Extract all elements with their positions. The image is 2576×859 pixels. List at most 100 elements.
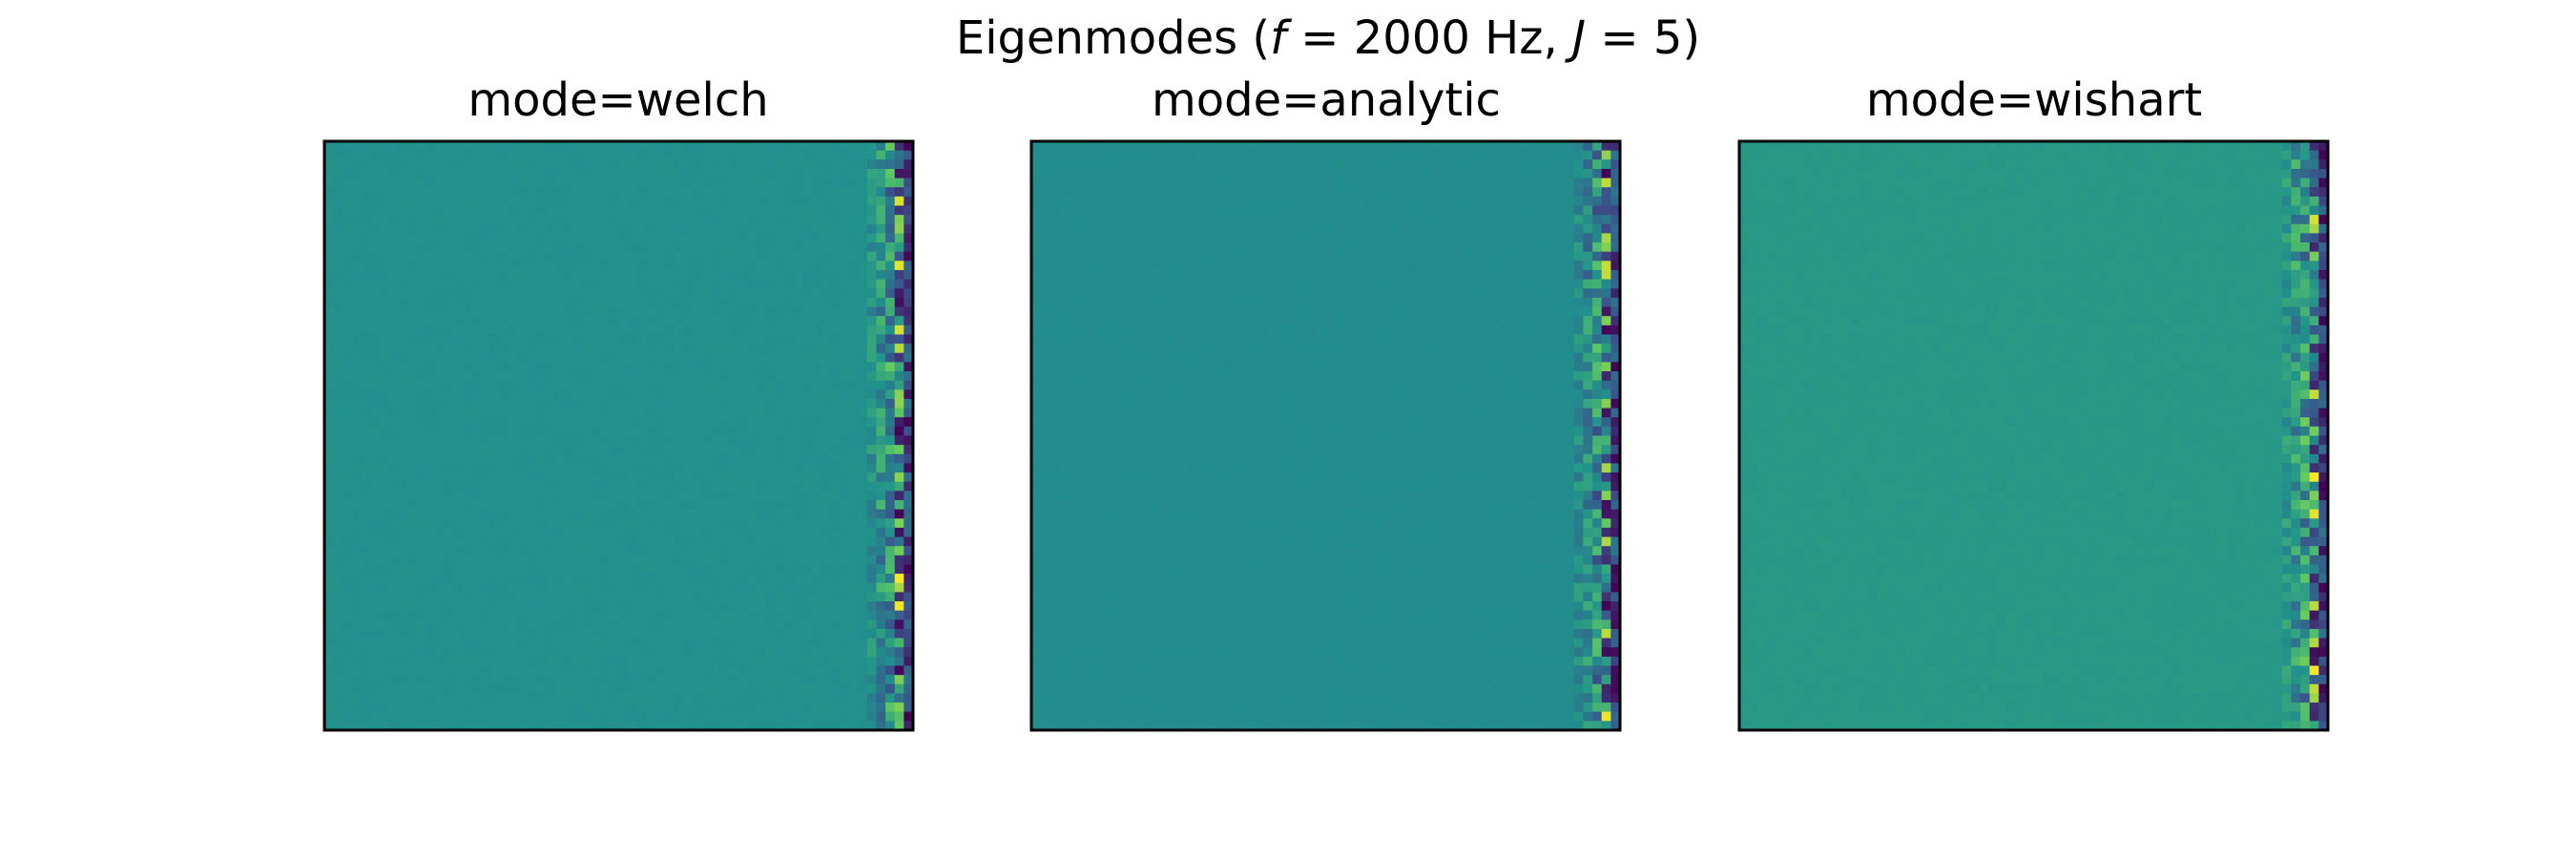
heatmap-cell: [361, 279, 371, 289]
heatmap-cell: [572, 546, 583, 556]
heatmap-cell: [1113, 242, 1125, 253]
heatmap-cell: [765, 215, 776, 225]
heatmap-cell: [426, 675, 436, 685]
heatmap-cell: [545, 435, 555, 446]
heatmap-cell: [1288, 215, 1299, 225]
heatmap-cell: [1159, 168, 1171, 179]
heatmap-cell: [747, 334, 758, 345]
heatmap-cell: [361, 426, 371, 437]
heatmap-cell: [894, 288, 904, 299]
heatmap-cell: [636, 398, 648, 409]
heatmap-cell: [581, 233, 592, 243]
heatmap-cell: [361, 371, 371, 382]
heatmap-cell: [398, 592, 408, 602]
heatmap-cell: [452, 656, 464, 667]
heatmap-cell: [388, 445, 399, 455]
heatmap-cell: [1206, 261, 1216, 271]
heatmap-cell: [784, 518, 795, 529]
heatmap-cell: [563, 408, 573, 418]
heatmap-cell: [701, 491, 712, 501]
heatmap-cell: [719, 518, 730, 529]
heatmap-cell: [1537, 242, 1548, 253]
heatmap-cell: [1105, 205, 1115, 216]
heatmap-cell: [793, 344, 803, 354]
heatmap-cell: [701, 141, 712, 152]
heatmap-cell: [1316, 159, 1327, 170]
heatmap-cell: [444, 711, 454, 722]
heatmap-cell: [416, 352, 426, 363]
heatmap-cell: [1169, 251, 1179, 262]
heatmap-cell: [692, 316, 702, 326]
heatmap-cell: [1270, 196, 1280, 207]
heatmap-cell: [554, 178, 565, 188]
heatmap-cell: [452, 683, 464, 695]
heatmap-cell: [406, 196, 418, 207]
heatmap-cell: [370, 306, 381, 317]
heatmap-cell: [876, 647, 886, 658]
heatmap-cell: [426, 215, 436, 225]
heatmap-cell: [527, 297, 537, 308]
heatmap-cell: [747, 251, 758, 262]
heatmap-cell: [858, 702, 868, 713]
heatmap-cell: [563, 675, 573, 685]
heatmap-cell: [1509, 150, 1520, 160]
heatmap-cell: [628, 306, 638, 317]
heatmap-cell: [866, 472, 878, 483]
heatmap-cell: [692, 546, 702, 556]
heatmap-cell: [885, 536, 896, 547]
heatmap-cell: [398, 159, 408, 170]
heatmap-cell: [370, 371, 381, 382]
heatmap-cell: [1224, 233, 1235, 243]
heatmap-cell: [324, 491, 335, 501]
heatmap-cell: [426, 509, 436, 519]
heatmap-cell: [572, 178, 583, 188]
heatmap-cell: [1381, 242, 1391, 253]
heatmap-cell: [1086, 223, 1097, 235]
heatmap-cell: [333, 574, 343, 584]
heatmap-cell: [343, 592, 353, 602]
heatmap-cell: [1417, 261, 1428, 271]
heatmap-cell: [572, 592, 583, 602]
heatmap-cell: [581, 417, 592, 428]
heatmap-cell: [866, 527, 878, 538]
heatmap-cell: [343, 288, 353, 299]
heatmap-cell: [628, 380, 638, 390]
heatmap-cell: [1307, 205, 1318, 216]
heatmap-cell: [426, 518, 436, 529]
heatmap-cell: [636, 546, 648, 556]
heatmap-cell: [1592, 223, 1603, 235]
heatmap-cell: [1279, 251, 1290, 262]
heatmap-cell: [370, 555, 381, 566]
heatmap-cell: [545, 279, 555, 289]
heatmap-cell: [682, 408, 694, 418]
heatmap-cell: [333, 288, 343, 299]
heatmap-cell: [1132, 261, 1143, 271]
heatmap-cell: [757, 352, 767, 363]
heatmap-cell: [701, 261, 712, 271]
heatmap-cell: [398, 297, 408, 308]
heatmap-cell: [710, 592, 721, 602]
heatmap-cell: [710, 426, 721, 437]
heatmap-cell: [737, 371, 749, 382]
heatmap-cell: [1343, 223, 1355, 235]
heatmap-cell: [1509, 261, 1520, 271]
heatmap-cell: [489, 380, 500, 390]
heatmap-cell: [563, 527, 573, 538]
heatmap-cell: [775, 362, 785, 372]
heatmap-cell: [692, 352, 702, 363]
heatmap-cell: [471, 297, 482, 308]
heatmap-cell: [379, 178, 390, 188]
heatmap-cell: [361, 693, 371, 703]
heatmap-cell: [655, 702, 666, 713]
heatmap-cell: [452, 445, 464, 455]
heatmap-cell: [784, 150, 795, 160]
heatmap-cell: [444, 344, 454, 354]
heatmap-cell: [793, 223, 803, 235]
heatmap-cell: [793, 261, 803, 271]
heatmap-cell: [866, 362, 878, 372]
heatmap-cell: [811, 371, 822, 382]
heatmap-cell: [876, 656, 886, 667]
heatmap-cell: [674, 546, 684, 556]
heatmap-cell: [821, 168, 831, 179]
heatmap-cell: [1196, 242, 1207, 253]
